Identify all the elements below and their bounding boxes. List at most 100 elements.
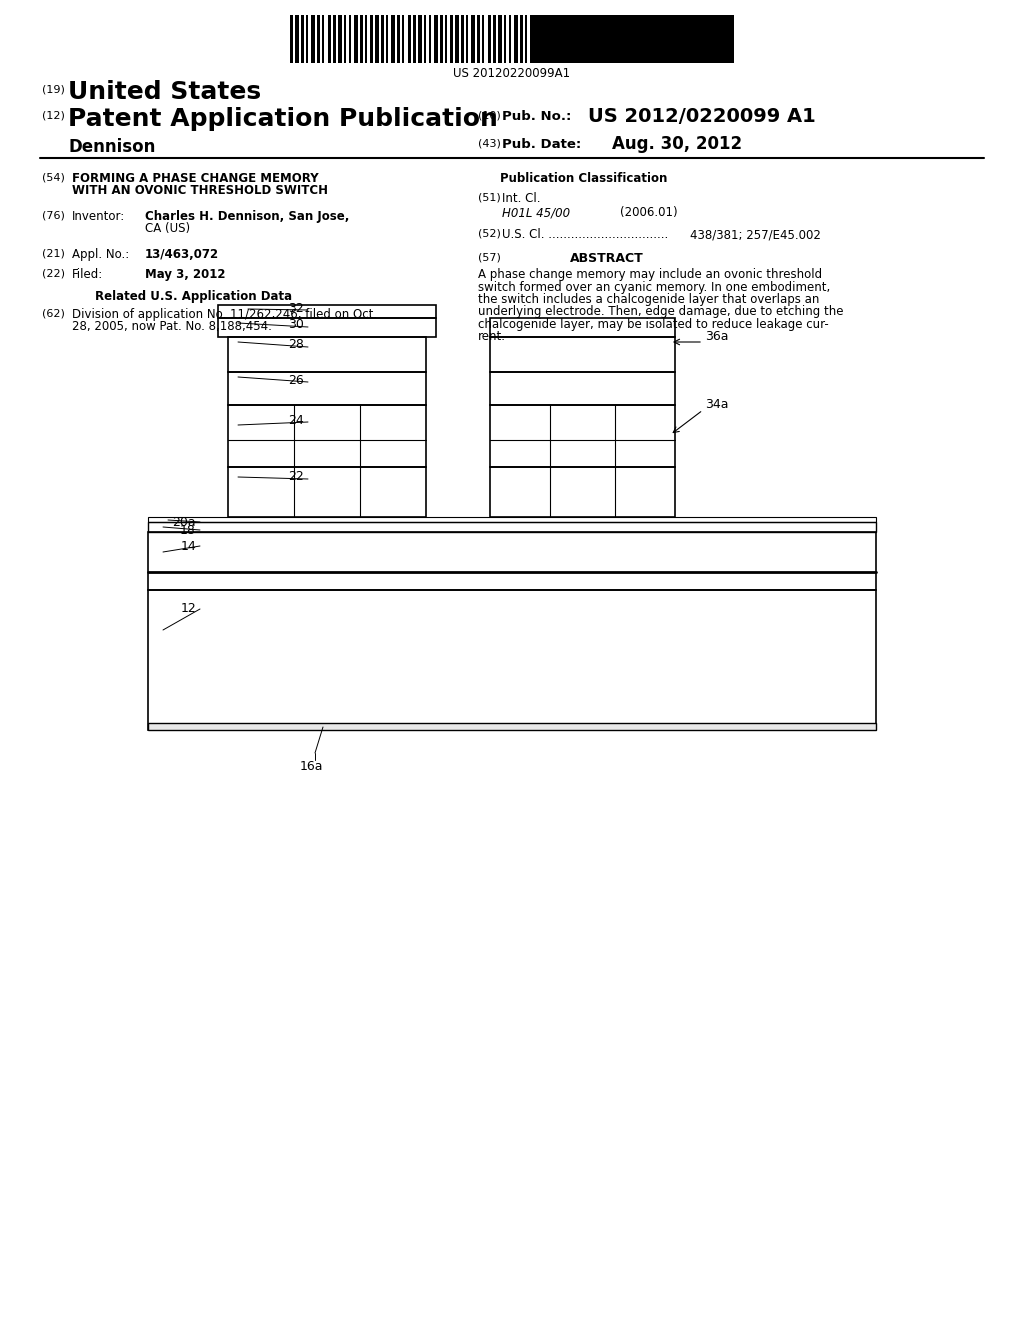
Bar bbox=[498, 15, 502, 63]
Bar bbox=[488, 15, 490, 63]
Bar bbox=[218, 318, 436, 337]
Text: the switch includes a chalcogenide layer that overlaps an: the switch includes a chalcogenide layer… bbox=[478, 293, 819, 306]
Bar bbox=[504, 15, 506, 63]
Bar bbox=[434, 15, 438, 63]
Text: United States: United States bbox=[68, 81, 261, 104]
Bar bbox=[453, 15, 455, 63]
Text: Int. Cl.: Int. Cl. bbox=[502, 191, 541, 205]
Text: Dennison: Dennison bbox=[68, 139, 156, 156]
Bar bbox=[480, 15, 482, 63]
Text: Pub. No.:: Pub. No.: bbox=[502, 110, 571, 123]
Bar bbox=[346, 15, 349, 63]
Bar bbox=[301, 15, 304, 63]
Bar bbox=[490, 372, 675, 405]
Bar bbox=[450, 15, 453, 63]
Bar bbox=[484, 15, 488, 63]
Bar bbox=[338, 15, 342, 63]
Bar bbox=[384, 15, 386, 63]
Text: 13/463,072: 13/463,072 bbox=[145, 248, 219, 261]
Bar bbox=[424, 15, 426, 63]
Text: (43): (43) bbox=[478, 139, 501, 148]
Bar bbox=[148, 723, 876, 730]
Bar bbox=[464, 15, 466, 63]
Bar bbox=[322, 15, 324, 63]
Bar bbox=[438, 15, 440, 63]
Bar bbox=[493, 15, 496, 63]
Bar bbox=[527, 15, 530, 63]
Bar bbox=[426, 15, 429, 63]
Bar bbox=[370, 15, 373, 63]
Bar bbox=[440, 15, 443, 63]
Bar bbox=[293, 15, 295, 63]
Bar bbox=[315, 15, 317, 63]
Bar bbox=[511, 15, 514, 63]
Text: 36a: 36a bbox=[705, 330, 728, 343]
Text: Filed:: Filed: bbox=[72, 268, 103, 281]
Text: 20a: 20a bbox=[172, 516, 196, 528]
Bar bbox=[506, 15, 509, 63]
Text: 18: 18 bbox=[180, 524, 196, 536]
Bar bbox=[431, 15, 434, 63]
Bar bbox=[490, 318, 675, 337]
Bar bbox=[475, 15, 477, 63]
Bar bbox=[429, 15, 431, 63]
Bar bbox=[148, 517, 876, 521]
Bar bbox=[306, 15, 308, 63]
Bar bbox=[471, 15, 475, 63]
Bar bbox=[490, 467, 675, 517]
Bar bbox=[404, 15, 408, 63]
Text: FORMING A PHASE CHANGE MEMORY: FORMING A PHASE CHANGE MEMORY bbox=[72, 172, 318, 185]
Bar bbox=[379, 15, 381, 63]
Text: (76): (76) bbox=[42, 210, 65, 220]
Text: 16a: 16a bbox=[300, 760, 324, 774]
Text: H01L 45/00: H01L 45/00 bbox=[502, 206, 570, 219]
Text: (52): (52) bbox=[478, 228, 501, 238]
Text: WITH AN OVONIC THRESHOLD SWITCH: WITH AN OVONIC THRESHOLD SWITCH bbox=[72, 183, 328, 197]
Text: (19): (19) bbox=[42, 84, 65, 94]
Bar bbox=[388, 15, 391, 63]
Bar bbox=[365, 15, 367, 63]
Bar bbox=[319, 15, 322, 63]
Bar bbox=[408, 15, 411, 63]
Bar bbox=[336, 15, 338, 63]
Bar bbox=[477, 15, 480, 63]
Bar bbox=[391, 15, 395, 63]
Text: 28: 28 bbox=[288, 338, 304, 351]
Text: US 20120220099A1: US 20120220099A1 bbox=[454, 67, 570, 81]
Bar bbox=[509, 15, 511, 63]
Text: rent.: rent. bbox=[478, 330, 506, 343]
Bar bbox=[295, 15, 299, 63]
Text: Publication Classification: Publication Classification bbox=[500, 172, 668, 185]
Text: 22: 22 bbox=[288, 470, 304, 483]
Text: Related U.S. Application Data: Related U.S. Application Data bbox=[95, 290, 292, 304]
Bar bbox=[402, 15, 404, 63]
Text: 28, 2005, now Pat. No. 8,188,454.: 28, 2005, now Pat. No. 8,188,454. bbox=[72, 319, 272, 333]
Text: 24: 24 bbox=[288, 413, 304, 426]
Bar bbox=[523, 15, 525, 63]
Text: chalcogenide layer, may be isolated to reduce leakage cur-: chalcogenide layer, may be isolated to r… bbox=[478, 318, 828, 331]
Text: (54): (54) bbox=[42, 172, 65, 182]
Text: 26: 26 bbox=[288, 374, 304, 387]
Bar bbox=[311, 15, 315, 63]
Text: (22): (22) bbox=[42, 268, 65, 279]
Text: US 2012/0220099 A1: US 2012/0220099 A1 bbox=[588, 107, 816, 125]
Bar bbox=[411, 15, 413, 63]
Text: Aug. 30, 2012: Aug. 30, 2012 bbox=[612, 135, 742, 153]
Bar bbox=[413, 15, 416, 63]
Bar bbox=[304, 15, 306, 63]
Text: U.S. Cl. ................................: U.S. Cl. ...............................… bbox=[502, 228, 669, 242]
Bar bbox=[228, 372, 426, 405]
Bar bbox=[418, 15, 422, 63]
Bar bbox=[375, 15, 379, 63]
Text: CA (US): CA (US) bbox=[145, 222, 190, 235]
Bar bbox=[373, 15, 375, 63]
Bar bbox=[290, 15, 293, 63]
Bar bbox=[461, 15, 464, 63]
Bar bbox=[228, 337, 426, 372]
Text: (62): (62) bbox=[42, 308, 65, 318]
Text: 34a: 34a bbox=[705, 399, 728, 412]
Bar bbox=[362, 15, 365, 63]
Text: 30: 30 bbox=[288, 318, 304, 331]
Bar bbox=[228, 467, 426, 517]
Text: Patent Application Publication: Patent Application Publication bbox=[68, 107, 498, 131]
